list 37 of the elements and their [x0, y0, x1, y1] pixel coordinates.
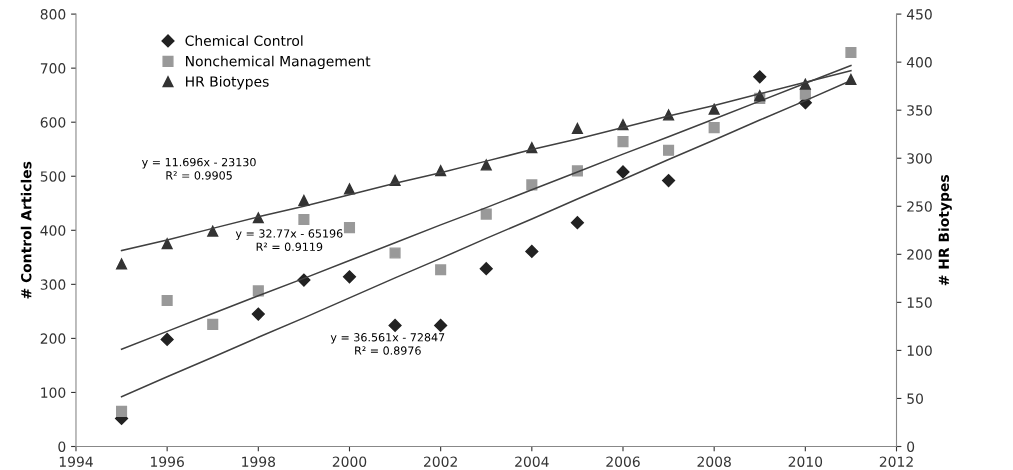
- y-tick-label: 400: [40, 225, 66, 236]
- x-tick-label: 1994: [59, 456, 93, 467]
- y-tick-label: 500: [40, 171, 66, 182]
- y2-tick-label: 300: [907, 153, 932, 164]
- y2-tick-label: 200: [907, 249, 932, 260]
- x-tick-label: 1998: [242, 456, 276, 467]
- legend-label: HR Biotypes: [186, 76, 269, 90]
- x-tick-label: 2006: [606, 456, 640, 467]
- legend-label: Nonchemical Management: [186, 55, 371, 70]
- y2-tick-label: 150: [907, 297, 932, 308]
- x-tick-label: 2002: [424, 456, 457, 467]
- y-tick-label: 0: [58, 441, 66, 452]
- x-tick-label: 2000: [332, 456, 367, 467]
- annotation: y = 36.561x - 72847 R² = 0.8976: [330, 333, 445, 355]
- x-tick-label: 2004: [515, 456, 549, 467]
- y-tick-label: 100: [41, 387, 66, 398]
- x-tick-label: 2008: [697, 456, 731, 467]
- y2-tick-label: 50: [907, 393, 923, 404]
- x-tick-label: 1996: [151, 456, 184, 467]
- y2-tick-label: 0: [907, 441, 915, 452]
- y2-axis-title: # HR Biotypes: [938, 175, 952, 286]
- y-tick-label: 700: [40, 63, 66, 74]
- y2-tick-label: 350: [907, 105, 932, 116]
- y-tick-label: 200: [40, 333, 66, 344]
- y2-tick-label: 250: [907, 201, 932, 212]
- y2-tick-label: 400: [906, 57, 932, 68]
- y-tick-label: 800: [40, 9, 66, 20]
- y-axis-title: # Control Articles: [20, 161, 32, 299]
- y-tick-label: 600: [40, 117, 66, 128]
- y2-tick-label: 450: [906, 9, 932, 20]
- y2-tick-label: 100: [907, 345, 932, 356]
- annotation: y = 11.696x - 23130 R² = 0.9905: [141, 157, 256, 180]
- annotation: y = 32.77x - 65196 R² = 0.9119: [235, 229, 343, 251]
- x-tick-label: 2012: [879, 456, 913, 467]
- x-tick-label: 2010: [788, 456, 823, 467]
- legend-label: Chemical Control: [185, 35, 303, 46]
- y-tick-label: 300: [40, 279, 66, 290]
